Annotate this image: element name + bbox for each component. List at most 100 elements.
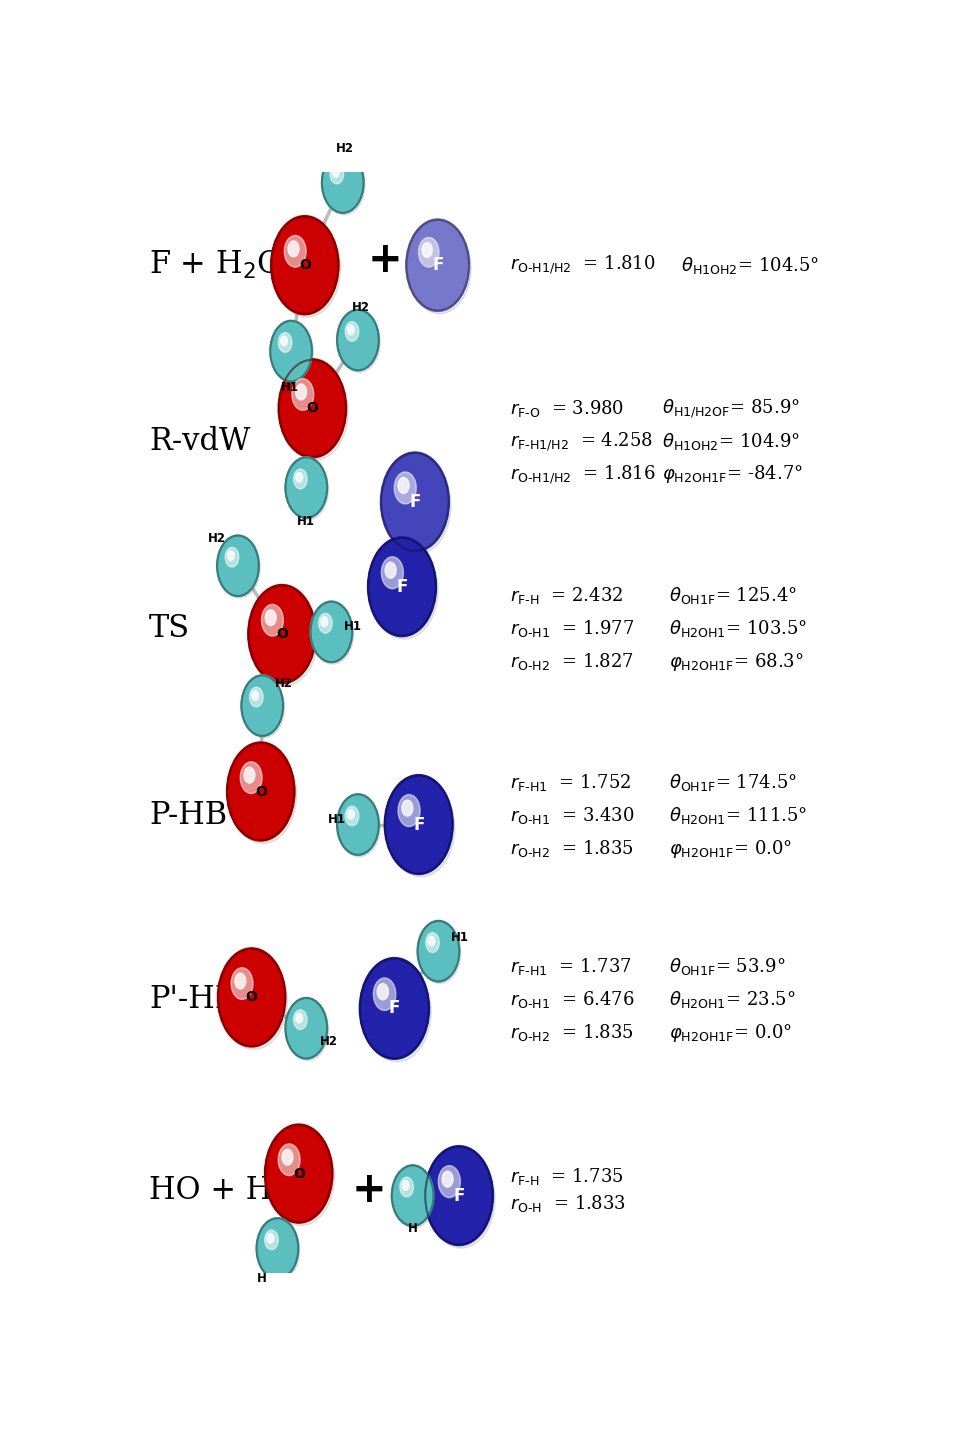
Circle shape [360,958,429,1060]
Circle shape [229,746,297,844]
Text: $\varphi_{\rm H2OH1F}$= -84.7°: $\varphi_{\rm H2OH1F}$= -84.7° [662,463,803,485]
Text: HO + HF: HO + HF [149,1174,293,1205]
Circle shape [383,456,451,555]
Text: $\theta_{\rm H1OH2}$= 104.9°: $\theta_{\rm H1OH2}$= 104.9° [662,430,800,452]
Text: $\theta_{\rm OH1F}$= 53.9°: $\theta_{\rm OH1F}$= 53.9° [669,957,786,977]
Circle shape [288,240,299,257]
Circle shape [339,797,380,857]
Circle shape [438,1165,461,1197]
Circle shape [348,809,355,819]
Text: $\varphi_{\rm H2OH1F}$= 0.0°: $\varphi_{\rm H2OH1F}$= 0.0° [669,1021,793,1044]
Circle shape [226,742,295,841]
Circle shape [381,556,404,589]
Circle shape [285,456,327,519]
Text: $r_{\rm O\text{-}H1}$  = 6.476: $r_{\rm O\text{-}H1}$ = 6.476 [510,990,634,1010]
Circle shape [270,216,339,315]
Text: O: O [293,1167,305,1181]
Circle shape [398,478,409,493]
Circle shape [339,312,380,372]
Circle shape [282,1150,293,1165]
Circle shape [370,542,438,639]
Text: O: O [299,259,311,272]
Text: $\theta_{\rm OH1F}$= 174.5°: $\theta_{\rm OH1F}$= 174.5° [669,772,797,794]
Circle shape [268,1128,334,1226]
Circle shape [363,962,431,1062]
Circle shape [330,164,344,184]
Circle shape [284,236,306,267]
Text: $r_{\rm O\text{-}H1}$  = 1.977: $r_{\rm O\text{-}H1}$ = 1.977 [510,618,634,639]
Text: $\theta_{\rm H1OH2}$= 104.5°: $\theta_{\rm H1OH2}$= 104.5° [681,255,819,276]
Circle shape [422,243,432,257]
Text: H2: H2 [320,1035,338,1048]
Circle shape [235,974,246,990]
Circle shape [278,333,292,352]
Circle shape [332,167,339,177]
Circle shape [294,469,307,489]
Circle shape [265,1124,333,1223]
Circle shape [402,1181,409,1190]
Text: F: F [396,578,408,596]
Text: F: F [413,815,424,834]
Text: H: H [258,1271,268,1284]
Circle shape [417,921,460,982]
Text: $\theta_{\rm H1/H2OF}$= 85.9°: $\theta_{\rm H1/H2OF}$= 85.9° [662,398,800,419]
Circle shape [265,1230,278,1250]
Text: $r_{\rm O\text{-}H2}$  = 1.827: $r_{\rm O\text{-}H2}$ = 1.827 [510,651,633,672]
Text: $\theta_{\rm H2OH1}$= 111.5°: $\theta_{\rm H2OH1}$= 111.5° [669,805,808,827]
Circle shape [409,223,471,313]
Circle shape [296,472,303,482]
Circle shape [320,616,327,626]
Text: TS: TS [149,613,190,644]
Circle shape [256,1217,299,1280]
Text: $r_{\rm O\text{-}H1}$  = 3.430: $r_{\rm O\text{-}H1}$ = 3.430 [510,805,634,827]
Circle shape [278,359,347,458]
Text: H1: H1 [297,515,315,528]
Circle shape [258,1220,300,1281]
Circle shape [250,688,263,706]
Circle shape [442,1171,453,1187]
Text: +: + [368,239,402,280]
Circle shape [406,219,469,312]
Circle shape [310,601,353,662]
Text: $\theta_{\rm OH1F}$= 125.4°: $\theta_{\rm OH1F}$= 125.4° [669,585,797,606]
Text: $r_{\rm F\text{-}H}$  = 1.735: $r_{\rm F\text{-}H}$ = 1.735 [510,1165,623,1187]
Circle shape [312,603,354,664]
Text: $r_{\rm O\text{-}H2}$  = 1.835: $r_{\rm O\text{-}H2}$ = 1.835 [510,838,633,859]
Circle shape [280,336,287,346]
Text: F: F [389,1000,400,1017]
Circle shape [285,998,327,1060]
Circle shape [248,585,317,684]
Circle shape [337,794,379,855]
Circle shape [220,952,287,1050]
Circle shape [270,320,313,382]
Circle shape [281,363,348,460]
Circle shape [400,1177,414,1197]
Circle shape [231,968,253,1000]
Circle shape [318,613,332,633]
Text: H2: H2 [208,532,225,545]
Text: $\varphi_{\rm H2OH1F}$= 0.0°: $\varphi_{\rm H2OH1F}$= 0.0° [669,838,793,859]
Text: $r_{\rm O\text{-}H1/H2}$  = 1.810: $r_{\rm O\text{-}H1/H2}$ = 1.810 [510,255,655,276]
Circle shape [345,807,359,825]
Text: F + H$_2$O: F + H$_2$O [149,249,282,282]
Text: H1: H1 [327,812,346,825]
Circle shape [391,1165,434,1227]
Text: H1: H1 [451,931,468,944]
Text: O: O [255,785,267,798]
Circle shape [292,379,314,410]
Text: H2: H2 [274,678,292,691]
Circle shape [227,551,234,561]
Text: $r_{\rm F\text{-}O}$  = 3.980: $r_{\rm F\text{-}O}$ = 3.980 [510,398,624,419]
Circle shape [262,605,283,636]
Text: +: + [352,1170,387,1211]
Circle shape [273,220,341,317]
Text: P'-HB: P'-HB [149,984,237,1015]
Text: $r_{\rm O\text{-}H}$  = 1.833: $r_{\rm O\text{-}H}$ = 1.833 [510,1194,625,1214]
Circle shape [244,768,255,784]
Circle shape [385,562,396,578]
Circle shape [294,1010,307,1030]
Text: $\theta_{\rm H2OH1}$= 103.5°: $\theta_{\rm H2OH1}$= 103.5° [669,618,808,639]
Text: O: O [246,991,258,1004]
Text: $r_{\rm O\text{-}H2}$  = 1.835: $r_{\rm O\text{-}H2}$ = 1.835 [510,1022,633,1042]
Circle shape [348,325,355,335]
